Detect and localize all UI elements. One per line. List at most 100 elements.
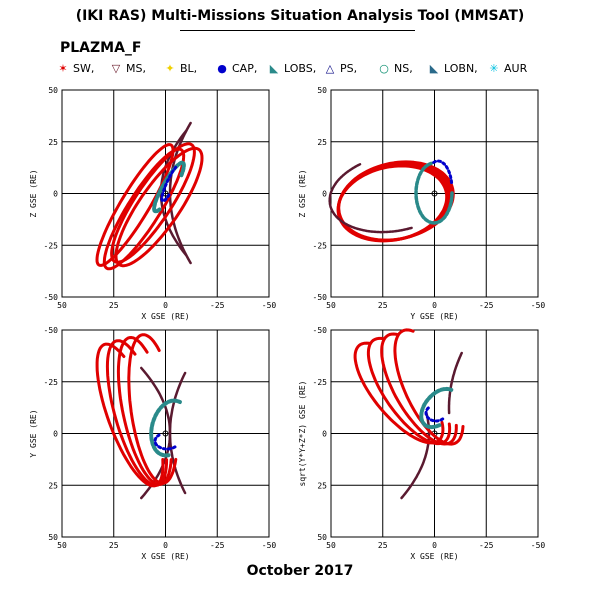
- sw-orbit-track: [95, 143, 175, 267]
- legend-item-ps: △ PS,: [324, 62, 357, 75]
- bowshock-curve: [168, 371, 187, 495]
- legend-aur-icon: ✳: [489, 62, 499, 75]
- y-tick-label: 50: [317, 86, 327, 95]
- x-tick-label: -25: [479, 541, 494, 550]
- sw-orbit-track: [114, 146, 204, 268]
- y-tick-label: 25: [48, 481, 58, 490]
- x-tick-label: 25: [109, 301, 119, 310]
- y-tick-label: -25: [313, 241, 328, 250]
- x-axis-label: Y GSE (RE): [410, 312, 458, 321]
- x-tick-label: 0: [432, 541, 437, 550]
- legend-lobn-label: LOBN,: [444, 62, 478, 75]
- legend-ns-icon: ○: [379, 62, 389, 75]
- legend-item-lobs: ◣ LOBS,: [268, 62, 316, 75]
- y-tick-label: -50: [313, 293, 328, 302]
- x-tick-label: 50: [326, 541, 336, 550]
- legend-ps-icon: △: [325, 62, 335, 75]
- title-underline: [180, 30, 415, 31]
- y-tick-label: -25: [313, 378, 328, 387]
- cap-orbit-segment: [432, 159, 454, 187]
- y-axis-label: sqrt(Y*Y+Z*Z) GSE (RE): [298, 381, 307, 487]
- y-tick-label: 0: [53, 190, 58, 199]
- ps-orbit-segment: [149, 398, 182, 458]
- sw-orbit-track: [127, 333, 178, 485]
- main-title: (IKI RAS) Multi-Missions Situation Analy…: [75, 8, 525, 24]
- earth-marker: [431, 190, 438, 197]
- legend-item-bl: ✦ BL,: [164, 62, 197, 75]
- x-tick-label: 0: [163, 301, 168, 310]
- legend-item-cap: ● CAP,: [216, 62, 257, 75]
- y-axis-label: Z GSE (RE): [298, 169, 307, 217]
- x-tick-label: 25: [378, 541, 388, 550]
- panel-4: 50 25 0 -25 -50 -50 -25 0 25 50 X GSE (RE) sqrt(Y*Y…: [298, 326, 545, 561]
- legend-aur-label: AUR: [504, 62, 528, 75]
- legend-cap-icon: ●: [217, 62, 227, 75]
- ps-orbit-segment: [419, 386, 454, 430]
- legend-lobn-icon: ◣: [429, 62, 439, 75]
- x-tick-label: 50: [326, 301, 336, 310]
- legend-ns-label: NS,: [394, 62, 413, 75]
- legend-item-sw: ✶ SW,: [57, 62, 94, 75]
- y-axis-label: Y GSE (RE): [29, 409, 38, 457]
- y-tick-label: -50: [44, 293, 59, 302]
- plot-frame: [61, 329, 270, 538]
- legend-sw-icon: ✶: [58, 62, 68, 75]
- y-tick-label: 50: [48, 86, 58, 95]
- legend-ms-label: MS,: [126, 62, 146, 75]
- legend-item-aur: ✳ AUR: [488, 62, 527, 75]
- y-tick-label: 25: [317, 481, 327, 490]
- legend-item-ns: ○ NS,: [378, 62, 413, 75]
- legend-bl-label: BL,: [180, 62, 198, 75]
- y-tick-label: 25: [48, 138, 58, 147]
- x-tick-label: -50: [531, 541, 546, 550]
- x-tick-label: 25: [109, 541, 119, 550]
- date-label: October 2017: [246, 563, 354, 579]
- y-tick-label: -25: [44, 241, 59, 250]
- x-tick-label: -25: [210, 301, 225, 310]
- plot-frame: [330, 329, 539, 538]
- x-tick-label: -25: [479, 301, 494, 310]
- x-tick-label: -50: [531, 301, 546, 310]
- ps-orbit-segment: [414, 161, 454, 225]
- x-axis-label: X GSE (RE): [141, 312, 189, 321]
- panel-3: 50 25 0 -25 -50 -50 -25 0 25 50 X GSE (RE) Y GSE (R…: [29, 326, 276, 561]
- x-axis-label: X GSE (RE): [141, 552, 189, 561]
- plot-id-label: PLAZMA_F: [60, 40, 142, 56]
- cap-orbit-segment: [153, 433, 177, 451]
- y-tick-label: 0: [322, 190, 327, 199]
- y-tick-label: -50: [44, 326, 59, 335]
- legend-lobs-icon: ◣: [269, 62, 279, 75]
- bowshock-curve: [447, 351, 463, 415]
- legend: ✶ SW, ▽ MS, ✦ BL, ● CAP, ◣ LOBS, △ PS, ○ NS, ◣ L…: [0, 0, 600, 85]
- y-tick-label: 50: [317, 533, 327, 542]
- x-tick-label: 50: [57, 301, 67, 310]
- y-tick-label: -50: [313, 326, 328, 335]
- y-axis-label: Z GSE (RE): [29, 169, 38, 217]
- x-tick-label: -25: [210, 541, 225, 550]
- legend-item-ms: ▽ MS,: [110, 62, 146, 75]
- legend-item-lobn: ◣ LOBN,: [428, 62, 478, 75]
- legend-cap-label: CAP,: [232, 62, 258, 75]
- y-tick-label: 0: [322, 430, 327, 439]
- cap-orbit-segment: [160, 165, 178, 203]
- x-tick-label: 50: [57, 541, 67, 550]
- legend-bl-icon: ✦: [165, 62, 175, 75]
- earth-marker: [162, 430, 169, 437]
- x-tick-label: 0: [432, 301, 437, 310]
- sw-orbit-track: [336, 164, 449, 243]
- x-tick-label: 25: [378, 301, 388, 310]
- ps-orbit-segment: [152, 160, 186, 214]
- sw-orbit-track: [110, 142, 196, 264]
- y-tick-label: 0: [53, 430, 58, 439]
- x-axis-label: X GSE (RE): [410, 552, 458, 561]
- legend-ps-label: PS,: [340, 62, 358, 75]
- sw-orbit-track: [393, 328, 465, 446]
- plot-frame: [61, 89, 270, 298]
- x-tick-label: 0: [163, 541, 168, 550]
- boundary-curve: [328, 163, 413, 234]
- y-tick-label: 25: [317, 138, 327, 147]
- x-tick-label: -50: [262, 541, 277, 550]
